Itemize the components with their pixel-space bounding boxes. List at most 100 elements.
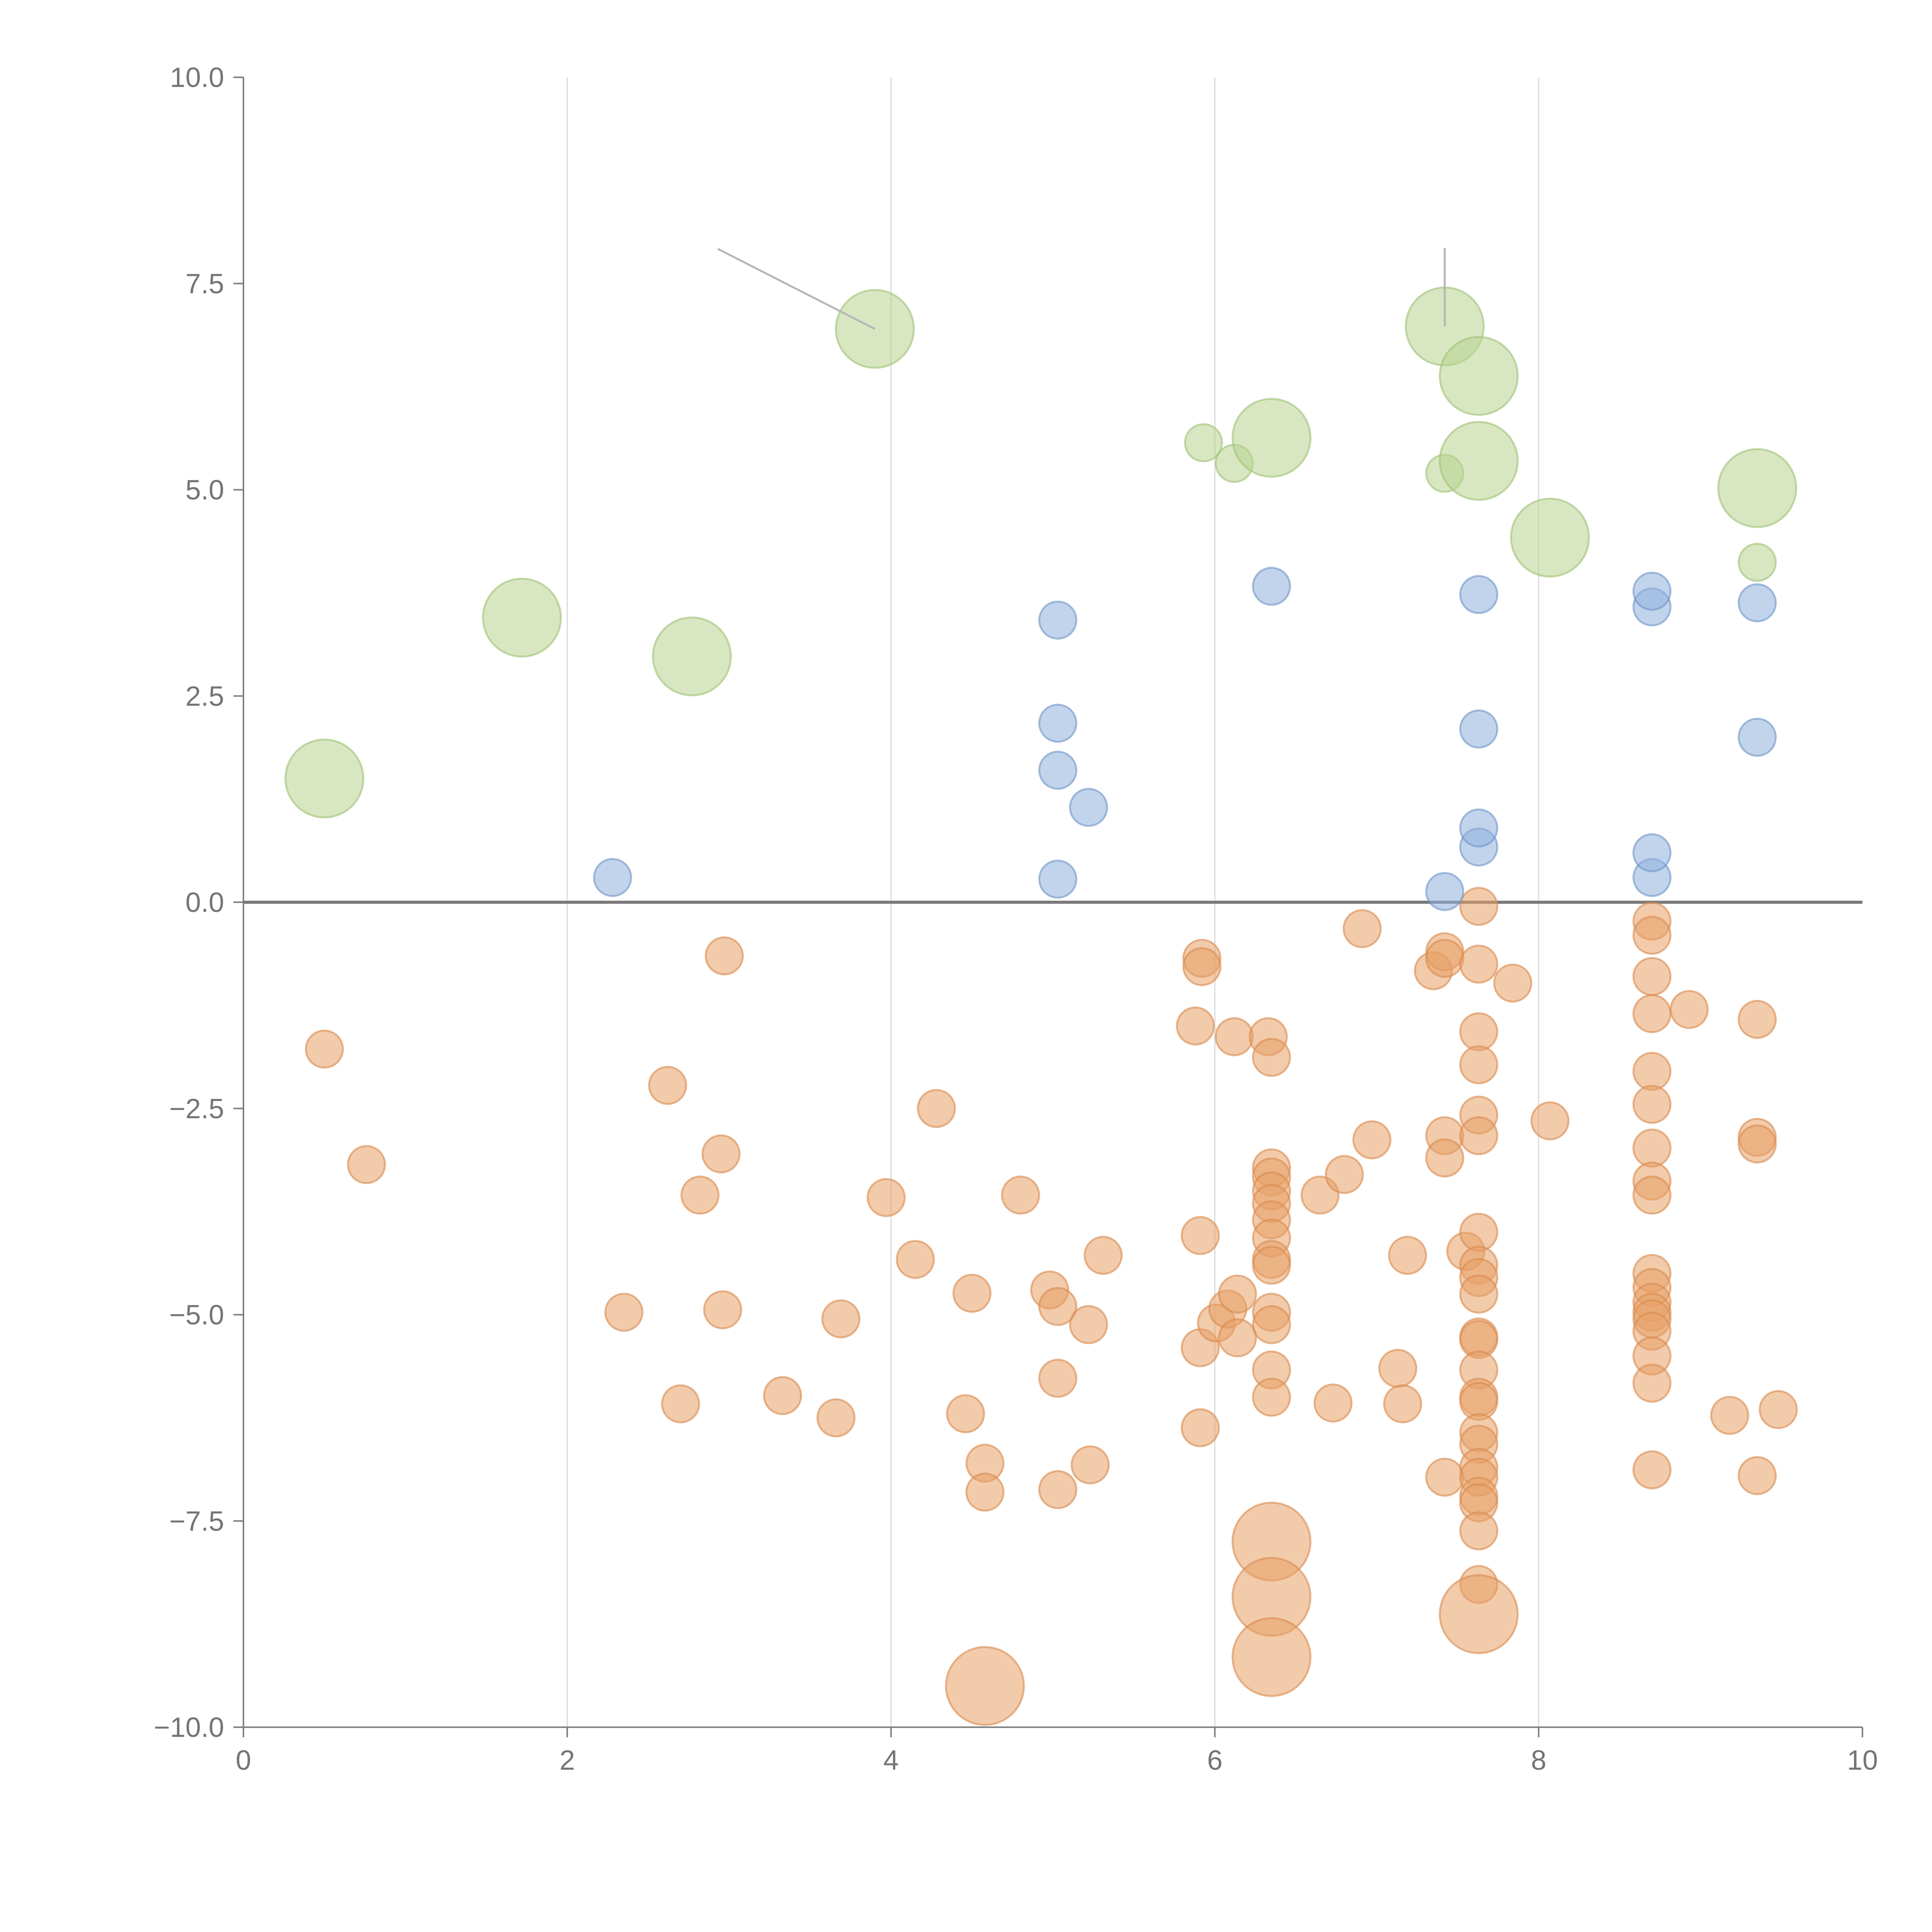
data-point-low-positive xyxy=(1038,600,1078,640)
y-tick-label: 0.0 xyxy=(185,887,224,918)
data-point-negative xyxy=(1493,963,1532,1003)
data-point-high-positive xyxy=(284,738,364,819)
data-point-negative xyxy=(1252,1037,1291,1077)
data-point-low-positive xyxy=(1459,808,1498,848)
data-point-high-positive xyxy=(1231,398,1311,478)
x-tick-label: 4 xyxy=(883,1745,899,1776)
data-point-high-positive xyxy=(652,616,732,697)
y-tick-label: 2.5 xyxy=(185,681,224,712)
data-point-low-positive xyxy=(1069,787,1108,827)
data-point-negative xyxy=(1069,1305,1108,1344)
points-layer xyxy=(284,286,1798,1726)
data-point-negative xyxy=(1352,1120,1391,1160)
data-point-high-positive xyxy=(1439,336,1519,416)
data-point-negative xyxy=(1038,1359,1078,1398)
data-point-low-positive xyxy=(1738,583,1777,622)
data-point-negative xyxy=(816,1398,856,1437)
data-point-negative xyxy=(1252,1378,1291,1417)
data-point-negative xyxy=(1632,1128,1672,1168)
data-point-negative xyxy=(946,1394,985,1434)
x-tick-label: 10 xyxy=(1847,1745,1878,1776)
x-tick-label: 6 xyxy=(1207,1745,1223,1776)
data-point-negative xyxy=(1425,1458,1464,1497)
data-point-negative xyxy=(1459,1511,1498,1551)
data-point-high-positive xyxy=(1738,543,1777,582)
data-point-negative xyxy=(1425,1138,1464,1178)
data-point-negative xyxy=(1632,1450,1672,1490)
data-point-negative xyxy=(305,1029,344,1069)
data-point-negative xyxy=(1670,990,1709,1029)
data-point-negative xyxy=(1759,1390,1798,1429)
data-point-negative xyxy=(1459,887,1498,926)
data-point-negative xyxy=(1231,1617,1311,1697)
data-point-negative xyxy=(1001,1175,1040,1215)
data-point-negative xyxy=(1218,1318,1257,1357)
data-point-negative xyxy=(1252,1245,1291,1285)
data-point-negative xyxy=(945,1646,1025,1726)
data-point-negative xyxy=(1738,1456,1777,1495)
data-point-negative xyxy=(1182,947,1221,986)
data-point-negative xyxy=(1083,1236,1123,1275)
y-tick-label: 10.0 xyxy=(170,62,224,93)
data-point-negative xyxy=(1383,1384,1422,1423)
data-point-negative xyxy=(1632,1052,1672,1091)
data-point-negative xyxy=(1342,909,1382,948)
annotation-leader-line xyxy=(717,248,876,330)
data-point-negative xyxy=(1632,994,1672,1033)
data-point-negative xyxy=(1459,1012,1498,1051)
data-point-negative xyxy=(1459,1213,1498,1252)
data-point-negative xyxy=(821,1299,861,1338)
y-tick-label: −10.0 xyxy=(154,1712,224,1743)
data-point-negative xyxy=(1070,1445,1110,1485)
data-point-negative xyxy=(701,1134,741,1173)
data-point-negative xyxy=(347,1145,386,1184)
data-point-negative xyxy=(1632,915,1672,955)
data-point-negative xyxy=(1378,1349,1417,1388)
data-point-negative xyxy=(1180,1408,1220,1447)
axis-layer: 0 2 4 6 8 10 −10.0 −7.5 −5.0 −2.5 0.0 2.5 5.0 7.5 10.0 xyxy=(154,62,1878,1776)
data-point-negative xyxy=(661,1384,700,1423)
data-point-negative xyxy=(1459,1116,1498,1155)
x-tick-label: 0 xyxy=(236,1745,251,1776)
data-point-low-positive xyxy=(1738,718,1777,757)
data-point-negative xyxy=(763,1376,802,1415)
data-point-negative xyxy=(1710,1396,1749,1435)
data-point-negative xyxy=(1425,939,1464,978)
data-point-high-positive xyxy=(1717,448,1797,528)
data-point-low-positive xyxy=(1425,872,1464,911)
data-point-negative xyxy=(648,1066,687,1105)
data-point-negative xyxy=(1632,1175,1672,1215)
data-point-negative xyxy=(1632,1364,1672,1403)
data-point-negative xyxy=(952,1274,992,1313)
data-point-negative xyxy=(965,1473,1005,1512)
data-point-high-positive xyxy=(1184,423,1223,463)
data-point-negative xyxy=(604,1293,644,1332)
data-point-negative xyxy=(1176,1006,1215,1046)
data-point-negative xyxy=(1459,1045,1498,1085)
data-point-negative xyxy=(1388,1236,1427,1275)
data-point-negative xyxy=(703,1290,742,1330)
data-point-negative xyxy=(1459,1274,1498,1314)
data-point-negative xyxy=(866,1178,906,1217)
data-point-negative xyxy=(1218,1274,1257,1314)
data-point-high-positive xyxy=(482,578,562,658)
data-point-negative xyxy=(1632,1085,1672,1124)
data-point-low-positive xyxy=(593,858,632,897)
data-point-low-positive xyxy=(1459,575,1498,614)
data-point-negative xyxy=(896,1240,935,1279)
y-tick-label: −2.5 xyxy=(169,1094,224,1124)
data-point-low-positive xyxy=(1038,750,1078,790)
y-tick-label: 7.5 xyxy=(185,269,224,299)
data-point-negative xyxy=(1459,944,1498,984)
data-point-high-positive xyxy=(1439,421,1519,501)
x-tick-label: 8 xyxy=(1531,1745,1546,1776)
x-tick-label: 2 xyxy=(560,1745,575,1776)
data-point-negative xyxy=(1180,1216,1220,1255)
y-tick-label: 5.0 xyxy=(185,475,224,506)
data-point-negative xyxy=(1038,1287,1078,1326)
y-tick-label: −5.0 xyxy=(169,1300,224,1331)
data-point-low-positive xyxy=(1252,566,1291,606)
data-point-negative xyxy=(1632,957,1672,996)
data-point-negative xyxy=(1038,1470,1078,1509)
